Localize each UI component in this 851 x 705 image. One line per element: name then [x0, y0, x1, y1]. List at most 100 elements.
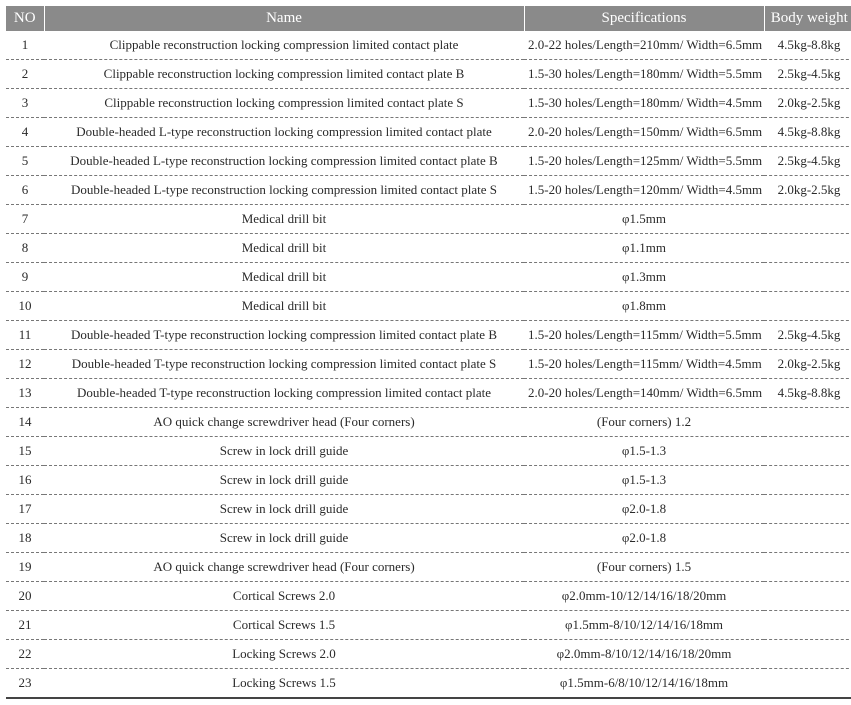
cell-no: 19	[6, 553, 44, 582]
cell-name: AO quick change screwdriver head (Four c…	[44, 408, 524, 437]
cell-spec: φ2.0-1.8	[524, 524, 764, 553]
col-header-wt: Body weight	[764, 6, 851, 31]
cell-name: Cortical Screws 1.5	[44, 611, 524, 640]
col-header-no: NO	[6, 6, 44, 31]
table-row: 8Medical drill bitφ1.1mm	[6, 234, 851, 263]
table-row: 13Double-headed T-type reconstruction lo…	[6, 379, 851, 408]
cell-spec: φ2.0mm-8/10/12/14/16/18/20mm	[524, 640, 764, 669]
cell-no: 5	[6, 147, 44, 176]
table-row: 14AO quick change screwdriver head (Four…	[6, 408, 851, 437]
cell-name: Medical drill bit	[44, 205, 524, 234]
cell-no: 16	[6, 466, 44, 495]
table-row: 4Double-headed L-type reconstruction loc…	[6, 118, 851, 147]
table-row: 5Double-headed L-type reconstruction loc…	[6, 147, 851, 176]
cell-spec: 1.5-30 holes/Length=180mm/ Width=5.5mm	[524, 60, 764, 89]
table-row: 10Medical drill bitφ1.8mm	[6, 292, 851, 321]
cell-wt	[764, 234, 851, 263]
cell-wt	[764, 524, 851, 553]
cell-spec: φ2.0-1.8	[524, 495, 764, 524]
table-row: 18Screw in lock drill guideφ2.0-1.8	[6, 524, 851, 553]
cell-name: Double-headed L-type reconstruction lock…	[44, 176, 524, 205]
cell-wt	[764, 292, 851, 321]
cell-wt	[764, 640, 851, 669]
cell-wt	[764, 669, 851, 699]
table-row: 2Clippable reconstruction locking compre…	[6, 60, 851, 89]
cell-no: 6	[6, 176, 44, 205]
table-body: 1Clippable reconstruction locking compre…	[6, 31, 851, 698]
cell-no: 22	[6, 640, 44, 669]
cell-spec: φ1.5mm-6/8/10/12/14/16/18mm	[524, 669, 764, 699]
cell-name: Medical drill bit	[44, 263, 524, 292]
table-row: 23Locking Screws 1.5φ1.5mm-6/8/10/12/14/…	[6, 669, 851, 699]
cell-name: Medical drill bit	[44, 292, 524, 321]
table-row: 15Screw in lock drill guideφ1.5-1.3	[6, 437, 851, 466]
cell-spec: φ1.3mm	[524, 263, 764, 292]
cell-spec: (Four corners) 1.5	[524, 553, 764, 582]
cell-no: 7	[6, 205, 44, 234]
cell-no: 23	[6, 669, 44, 699]
cell-no: 2	[6, 60, 44, 89]
cell-name: Double-headed T-type reconstruction lock…	[44, 379, 524, 408]
cell-wt	[764, 408, 851, 437]
cell-no: 17	[6, 495, 44, 524]
cell-no: 4	[6, 118, 44, 147]
cell-wt: 4.5kg-8.8kg	[764, 31, 851, 60]
cell-name: Double-headed T-type reconstruction lock…	[44, 321, 524, 350]
table-row: 19AO quick change screwdriver head (Four…	[6, 553, 851, 582]
cell-spec: φ1.5mm-8/10/12/14/16/18mm	[524, 611, 764, 640]
cell-no: 8	[6, 234, 44, 263]
cell-no: 13	[6, 379, 44, 408]
cell-name: Screw in lock drill guide	[44, 466, 524, 495]
table-header: NO Name Specifications Body weight	[6, 6, 851, 31]
cell-no: 9	[6, 263, 44, 292]
cell-wt	[764, 205, 851, 234]
cell-spec: 1.5-20 holes/Length=125mm/ Width=5.5mm	[524, 147, 764, 176]
cell-wt: 4.5kg-8.8kg	[764, 118, 851, 147]
cell-wt: 2.0kg-2.5kg	[764, 350, 851, 379]
cell-no: 3	[6, 89, 44, 118]
cell-wt	[764, 437, 851, 466]
cell-name: Double-headed L-type reconstruction lock…	[44, 147, 524, 176]
cell-wt: 2.0kg-2.5kg	[764, 89, 851, 118]
cell-no: 11	[6, 321, 44, 350]
col-header-name: Name	[44, 6, 524, 31]
cell-no: 1	[6, 31, 44, 60]
cell-name: Locking Screws 2.0	[44, 640, 524, 669]
cell-spec: φ1.8mm	[524, 292, 764, 321]
cell-wt: 2.5kg-4.5kg	[764, 321, 851, 350]
cell-name: Double-headed T-type reconstruction lock…	[44, 350, 524, 379]
table-row: 20Cortical Screws 2.0φ2.0mm-10/12/14/16/…	[6, 582, 851, 611]
cell-name: Clippable reconstruction locking compres…	[44, 60, 524, 89]
cell-name: Cortical Screws 2.0	[44, 582, 524, 611]
table-row: 3Clippable reconstruction locking compre…	[6, 89, 851, 118]
cell-spec: 1.5-20 holes/Length=115mm/ Width=4.5mm	[524, 350, 764, 379]
cell-name: AO quick change screwdriver head (Four c…	[44, 553, 524, 582]
table-row: 12Double-headed T-type reconstruction lo…	[6, 350, 851, 379]
cell-wt: 2.0kg-2.5kg	[764, 176, 851, 205]
cell-spec: 2.0-20 holes/Length=140mm/ Width=6.5mm	[524, 379, 764, 408]
cell-wt	[764, 611, 851, 640]
cell-spec: φ1.5-1.3	[524, 437, 764, 466]
cell-name: Screw in lock drill guide	[44, 524, 524, 553]
cell-spec: φ1.5mm	[524, 205, 764, 234]
cell-spec: 1.5-20 holes/Length=120mm/ Width=4.5mm	[524, 176, 764, 205]
cell-name: Double-headed L-type reconstruction lock…	[44, 118, 524, 147]
cell-wt: 2.5kg-4.5kg	[764, 147, 851, 176]
cell-spec: φ2.0mm-10/12/14/16/18/20mm	[524, 582, 764, 611]
cell-wt: 2.5kg-4.5kg	[764, 60, 851, 89]
cell-wt	[764, 582, 851, 611]
spec-table: NO Name Specifications Body weight 1Clip…	[6, 6, 851, 699]
table-row: 6Double-headed L-type reconstruction loc…	[6, 176, 851, 205]
cell-spec: (Four corners) 1.2	[524, 408, 764, 437]
cell-spec: φ1.5-1.3	[524, 466, 764, 495]
cell-spec: 2.0-20 holes/Length=150mm/ Width=6.5mm	[524, 118, 764, 147]
table-row: 7Medical drill bitφ1.5mm	[6, 205, 851, 234]
cell-name: Locking Screws 1.5	[44, 669, 524, 699]
cell-spec: φ1.1mm	[524, 234, 764, 263]
table-row: 1Clippable reconstruction locking compre…	[6, 31, 851, 60]
cell-spec: 1.5-20 holes/Length=115mm/ Width=5.5mm	[524, 321, 764, 350]
table-row: 9Medical drill bitφ1.3mm	[6, 263, 851, 292]
cell-name: Medical drill bit	[44, 234, 524, 263]
cell-no: 10	[6, 292, 44, 321]
cell-no: 12	[6, 350, 44, 379]
